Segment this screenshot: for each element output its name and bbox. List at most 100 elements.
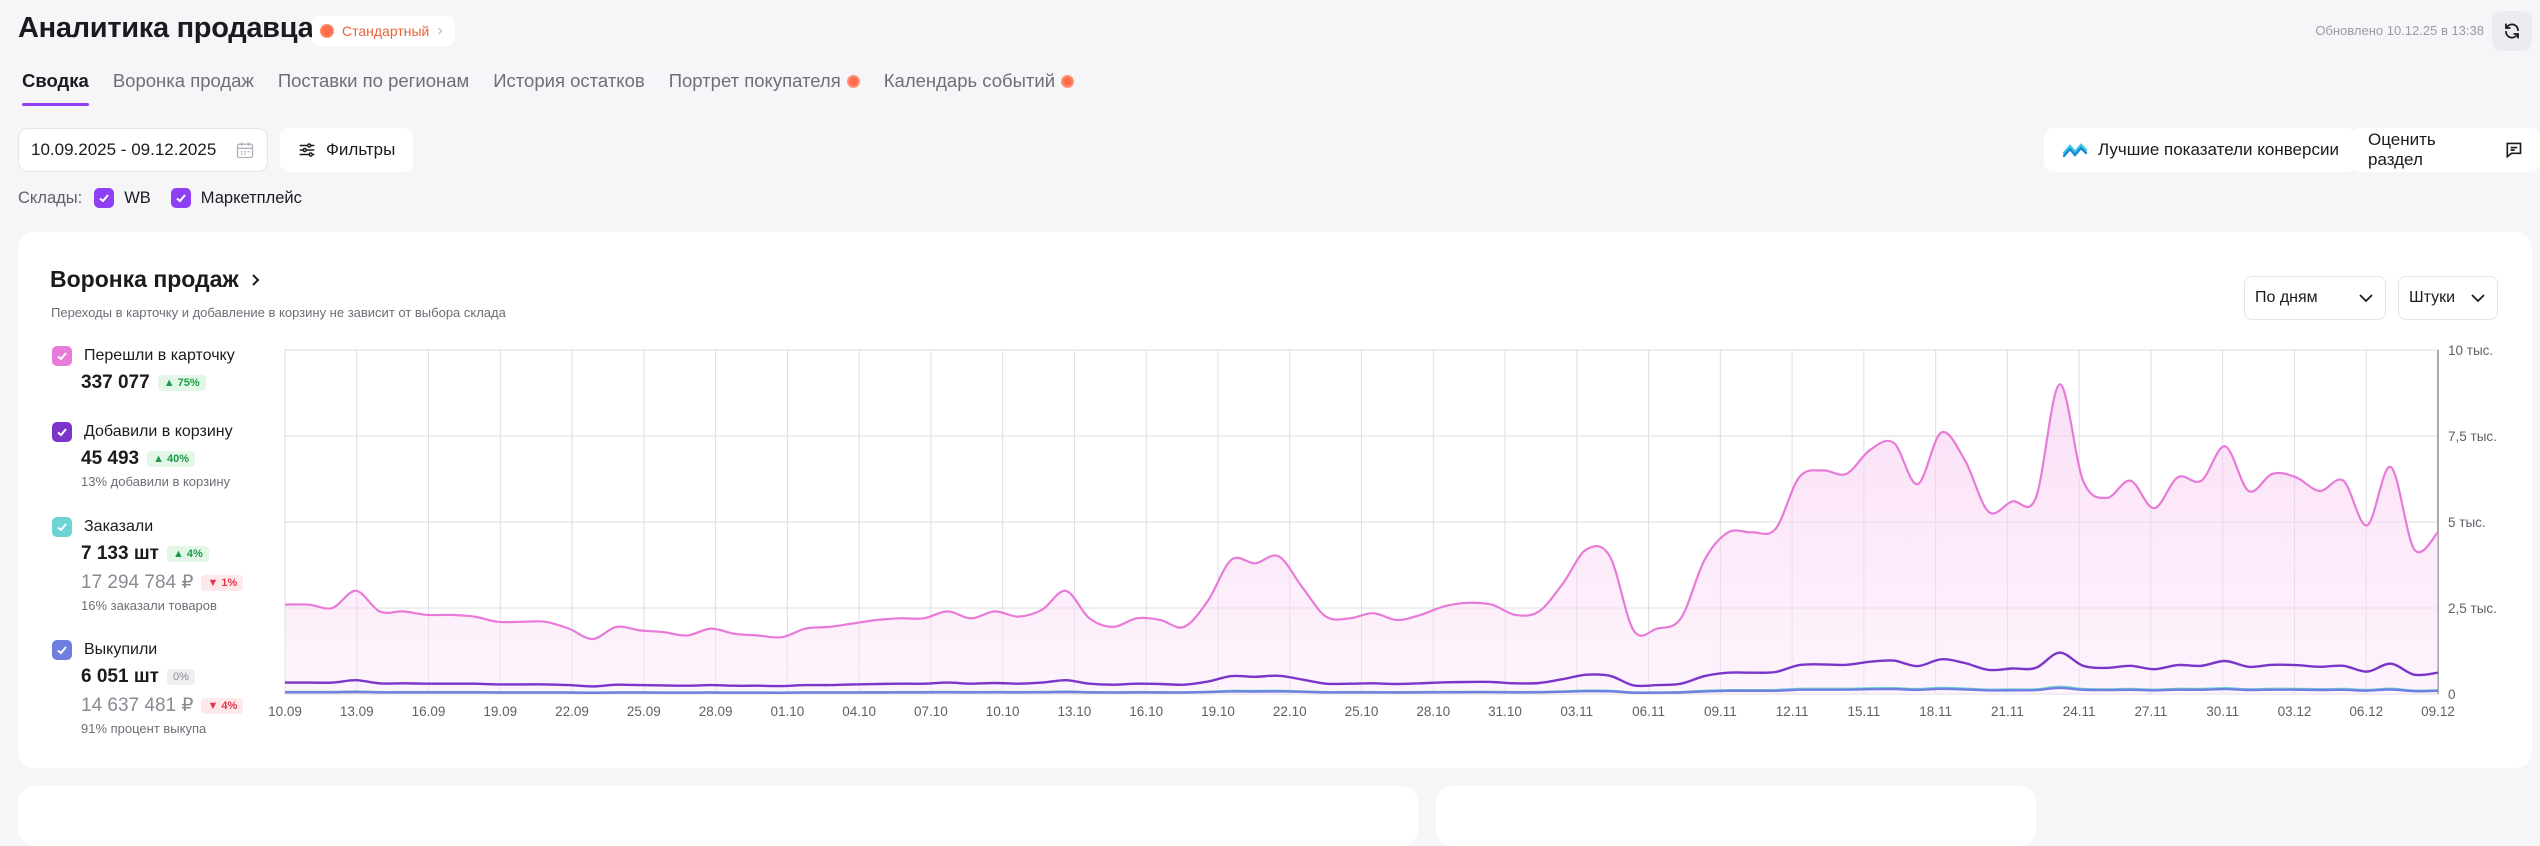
check-icon <box>52 346 72 366</box>
x-tick-label: 18.11 <box>1919 704 1952 719</box>
check-icon <box>52 517 72 537</box>
best-conversion-label: Лучшие показатели конверсии <box>2098 140 2339 159</box>
check-icon <box>52 422 72 442</box>
funnel-title-link[interactable]: Воронка продаж <box>50 266 263 293</box>
change-badge: ▲ 40% <box>147 451 196 467</box>
metric-value-rub: 17 294 784 ₽ <box>81 572 194 593</box>
rate-section-button[interactable]: Оценить раздел <box>2352 128 2540 172</box>
x-tick-label: 03.12 <box>2278 704 2312 719</box>
tab-stock-history[interactable]: История остатков <box>493 70 645 91</box>
date-range-field[interactable]: 10.09.2025 - 09.12.2025 <box>18 128 268 172</box>
x-tick-label: 25.10 <box>1345 704 1379 719</box>
metric-note: 16% заказали товаров <box>81 598 217 613</box>
y-tick-label: 2,5 тыс. <box>2448 601 2497 616</box>
metric-toggle-orders[interactable]: Заказали <box>52 517 243 537</box>
warehouse-marketplace-checkbox[interactable]: Маркетплейс <box>170 188 302 208</box>
change-badge: ▼ 4% <box>201 697 244 714</box>
x-tick-label: 16.10 <box>1129 704 1163 719</box>
metric-card-buyouts: Выкупили 6 051 шт 0% 14 637 481 ₽ ▼ 4% 9… <box>52 640 244 736</box>
refresh-icon <box>2505 23 2519 39</box>
metric-toggle-views[interactable]: Перешли в карточку <box>52 346 235 366</box>
unit-select[interactable]: Штуки <box>2398 276 2498 320</box>
metric-toggle-cart[interactable]: Добавили в корзину <box>52 422 233 442</box>
chart-wave-icon <box>2062 143 2088 158</box>
tab-sales-funnel[interactable]: Воронка продаж <box>112 70 254 91</box>
x-tick-label: 12.11 <box>1776 704 1809 719</box>
comment-icon <box>2506 142 2522 159</box>
x-tick-label: 24.11 <box>2063 704 2096 719</box>
funnel-chart[interactable]: 0 2,5 тыс. 5 тыс. 7,5 тыс. 10 тыс. 10.09 13.09… <box>0 0 2540 821</box>
page-title: Аналитика продавца <box>18 12 314 44</box>
change-badge: ▲ 75% <box>157 375 206 391</box>
bottom-card-left <box>18 786 1418 846</box>
x-tick-label: 04.10 <box>842 704 876 719</box>
check-icon <box>52 640 72 660</box>
tabs-bar: Сводка Воронка продаж Поставки по регион… <box>22 70 1098 106</box>
x-tick-label: 25.09 <box>627 704 661 719</box>
y-tick-label: 0 <box>2448 687 2456 702</box>
x-tick-label: 13.10 <box>1058 704 1092 719</box>
chevron-right-icon: › <box>437 22 443 39</box>
bottom-card-right <box>1436 786 2036 846</box>
x-tick-label: 31.10 <box>1488 704 1522 719</box>
funnel-subtitle: Переходы в карточку и добавление в корзи… <box>51 305 506 320</box>
metric-card-cart: Добавили в корзину 45 493 ▲ 40% 13% доба… <box>52 422 233 489</box>
rate-section-label: Оценить раздел <box>2368 130 2436 169</box>
filters-button[interactable]: Фильтры <box>280 128 414 172</box>
plan-badge[interactable]: Стандартный › <box>312 16 455 46</box>
x-tick-label: 03.11 <box>1560 704 1593 719</box>
metric-value: 45 493 <box>81 448 140 469</box>
x-tick-label: 27.11 <box>2135 704 2168 719</box>
new-dot-icon <box>1061 74 1075 88</box>
change-badge: ▼ 1% <box>201 574 244 591</box>
x-tick-label: 13.09 <box>340 704 374 719</box>
metric-note: 13% добавили в корзину <box>81 474 231 489</box>
x-tick-label: 30.11 <box>2206 704 2239 719</box>
change-badge: 0% <box>166 669 195 685</box>
x-tick-label: 09.11 <box>1704 704 1737 719</box>
check-icon <box>94 188 115 208</box>
metric-value: 337 077 <box>81 372 150 393</box>
metric-value: 7 133 шт <box>81 543 159 564</box>
metric-value-rub: 14 637 481 ₽ <box>81 695 194 716</box>
x-tick-label: 19.09 <box>483 704 517 719</box>
warehouses-label: Склады: <box>18 188 83 207</box>
x-tick-label: 10.10 <box>986 704 1020 719</box>
series-area-0 <box>285 384 2438 694</box>
metric-card-views: Перешли в карточку 337 077 ▲ 75% <box>52 346 235 394</box>
refresh-button[interactable] <box>2492 11 2532 51</box>
x-tick-label: 15.11 <box>1847 704 1880 719</box>
chevron-down-icon <box>2471 294 2485 303</box>
x-tick-label: 28.10 <box>1416 704 1450 719</box>
metric-toggle-buyouts[interactable]: Выкупили <box>52 640 243 660</box>
x-tick-label: 01.10 <box>770 704 804 719</box>
chevron-right-icon <box>252 273 260 286</box>
tab-supplies-by-region[interactable]: Поставки по регионам <box>277 70 470 91</box>
period-select[interactable]: По дням <box>2244 276 2386 320</box>
updated-timestamp: Обновлено 10.12.25 в 13:38 <box>2315 23 2484 38</box>
x-tick-label: 06.11 <box>1632 704 1665 719</box>
series-line-1 <box>285 651 2439 688</box>
check-icon <box>170 188 191 208</box>
series-line-0 <box>284 383 2439 641</box>
chevron-down-icon <box>2359 294 2373 303</box>
new-dot-icon <box>846 74 860 88</box>
x-tick-label: 22.10 <box>1273 704 1307 719</box>
y-tick-label: 10 тыс. <box>2448 343 2493 358</box>
tab-buyer-portrait[interactable]: Портрет покупателя <box>669 70 860 106</box>
x-tick-label: 16.09 <box>412 704 446 719</box>
metric-card-orders: Заказали 7 133 шт ▲ 4% 17 294 784 ₽ ▼ 1%… <box>52 517 244 613</box>
y-tick-label: 5 тыс. <box>2448 515 2486 530</box>
change-badge: ▲ 4% <box>166 546 209 562</box>
tab-summary[interactable]: Сводка <box>22 70 89 106</box>
sliders-icon <box>299 143 315 157</box>
x-tick-label: 19.10 <box>1201 704 1235 719</box>
calendar-icon <box>236 142 254 159</box>
x-tick-label: 10.09 <box>268 704 302 719</box>
x-tick-label: 28.09 <box>699 704 733 719</box>
x-tick-label: 21.11 <box>1991 704 2024 719</box>
tab-event-calendar[interactable]: Календарь событий <box>884 70 1075 106</box>
best-conversion-button[interactable]: Лучшие показатели конверсии <box>2044 128 2357 172</box>
y-tick-label: 7,5 тыс. <box>2448 429 2497 444</box>
warehouse-wb-checkbox[interactable]: WB <box>94 188 151 208</box>
